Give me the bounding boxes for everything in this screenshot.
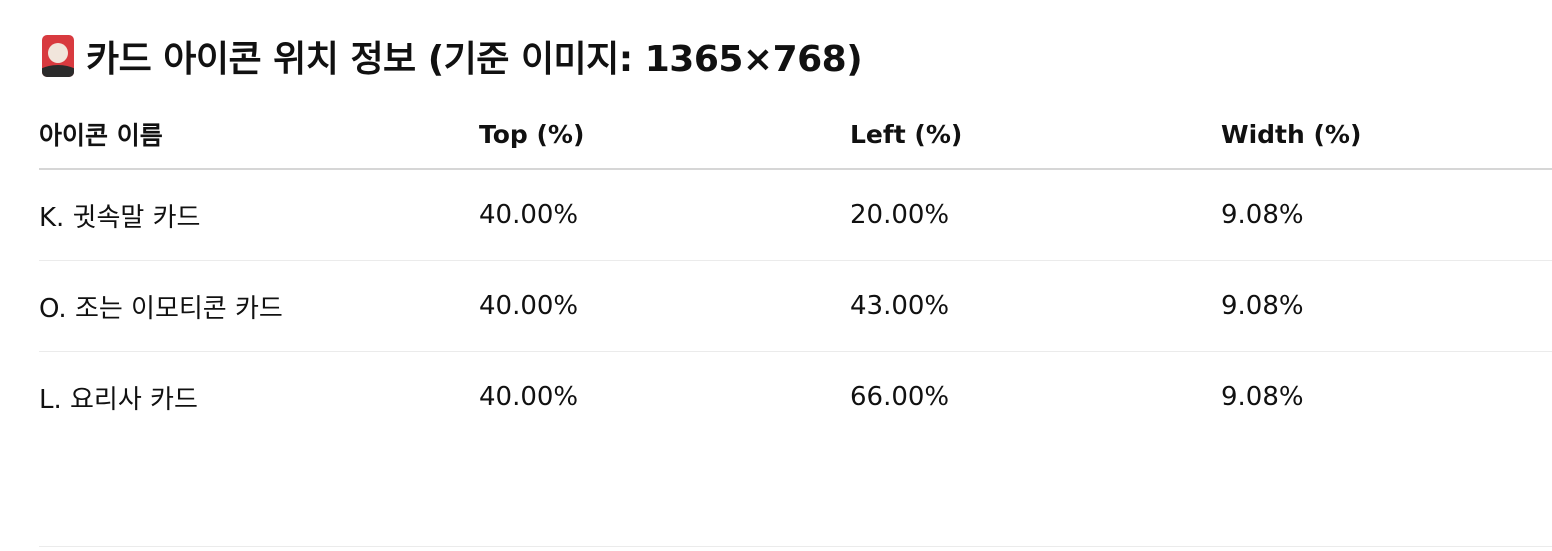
cell-top: 40.00% — [479, 200, 579, 230]
icon-position-table: 아이콘 이름 Top (%) Left (%) Width (%) K. 귓속말… — [39, 100, 1552, 442]
cell-width: 9.08% — [1221, 200, 1304, 230]
table-bottom-divider — [39, 546, 1552, 547]
table-row: O. 조는 이모티콘 카드 40.00% 43.00% 9.08% — [39, 261, 1552, 352]
table-row: K. 귓속말 카드 40.00% 20.00% 9.08% — [39, 170, 1552, 261]
flower-playing-card-icon — [42, 35, 74, 77]
column-header-width: Width (%) — [1221, 119, 1362, 149]
page-title: 카드 아이콘 위치 정보 (기준 이미지: 1365×768) — [86, 39, 863, 80]
cell-left: 43.00% — [850, 291, 950, 321]
column-header-icon-name: 아이콘 이름 — [39, 121, 163, 150]
cell-icon-name: O. 조는 이모티콘 카드 — [39, 293, 283, 324]
page-heading: 카드 아이콘 위치 정보 (기준 이미지: 1365×768) — [42, 30, 863, 82]
column-header-top: Top (%) — [479, 119, 585, 149]
cell-left: 66.00% — [850, 382, 950, 412]
table-row: L. 요리사 카드 40.00% 66.00% 9.08% — [39, 352, 1552, 442]
cell-left: 20.00% — [850, 200, 950, 230]
table-header-row: 아이콘 이름 Top (%) Left (%) Width (%) — [39, 100, 1552, 170]
cell-top: 40.00% — [479, 382, 579, 412]
cell-width: 9.08% — [1221, 382, 1304, 412]
cell-top: 40.00% — [479, 291, 579, 321]
cell-width: 9.08% — [1221, 291, 1304, 321]
cell-icon-name: K. 귓속말 카드 — [39, 202, 201, 233]
column-header-left: Left (%) — [850, 119, 963, 149]
cell-icon-name: L. 요리사 카드 — [39, 384, 198, 415]
